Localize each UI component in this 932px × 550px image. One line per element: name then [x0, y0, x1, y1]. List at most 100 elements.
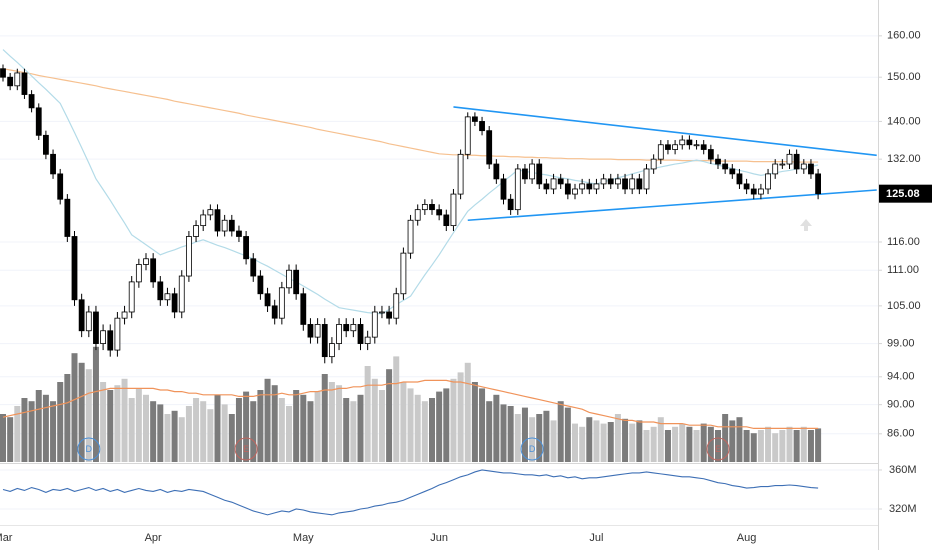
candle-body [808, 163, 814, 175]
candle-body [321, 324, 328, 358]
candle-body [28, 94, 35, 109]
candle-body [286, 269, 292, 289]
candle-body [436, 209, 443, 216]
event-label: E [243, 444, 249, 454]
volume-bar [793, 430, 800, 462]
candle-body [278, 287, 285, 319]
candle-body [479, 121, 485, 132]
y-tick-label: 150.00 [887, 71, 921, 83]
volume-bar [328, 382, 335, 462]
x-tick-label: Mar [0, 532, 13, 544]
volume-bar [421, 401, 428, 462]
volume-bar [400, 382, 407, 462]
candle-body [150, 258, 157, 283]
volume-bar [364, 366, 371, 462]
volume-bar [150, 401, 157, 462]
candle-body [643, 168, 650, 190]
candle-body [143, 258, 149, 265]
volume-bar [64, 374, 71, 462]
volume-bar [607, 422, 614, 462]
candle-layer [0, 64, 821, 364]
candle-body [185, 236, 192, 277]
volume-bar [486, 401, 493, 462]
volume-bar [300, 394, 307, 462]
candle-body [343, 324, 350, 332]
candle-body [665, 144, 671, 150]
candle-body [557, 178, 564, 185]
volume-bar [479, 388, 486, 462]
volume-bar [643, 430, 650, 462]
candle-body [736, 173, 743, 185]
volume-bar [664, 430, 671, 462]
trendline [467, 189, 877, 222]
event-marker [234, 437, 258, 461]
candle-body [700, 144, 707, 150]
volume-bar [228, 414, 235, 462]
volume-bar [600, 423, 607, 462]
candle-body [636, 178, 643, 190]
candle-body [622, 178, 628, 190]
volume-bar [679, 423, 686, 462]
volume-bar [185, 406, 192, 462]
y-tick-label: 132.00 [887, 153, 921, 165]
volume-bar [750, 433, 757, 462]
candle-body [357, 324, 364, 344]
candle-body [543, 183, 550, 190]
volume-bar [57, 382, 64, 462]
volume-bar [135, 388, 142, 462]
candle-body [579, 183, 586, 190]
candle-body [135, 264, 142, 283]
candle-body [522, 168, 528, 180]
last-price-label: 125.08 [886, 188, 920, 200]
volume-bar [736, 417, 743, 462]
volume-bar [221, 404, 228, 462]
candle-body [672, 144, 678, 150]
candle-body [336, 324, 342, 344]
event-marker [77, 437, 101, 461]
moving-average-line [2, 49, 819, 315]
candle-body [193, 225, 199, 237]
candle-body [600, 178, 607, 185]
volume-bar [493, 394, 500, 462]
volume-bar [521, 407, 528, 462]
volume-bar [586, 417, 593, 462]
candle-body [236, 230, 242, 237]
volume-bar [271, 385, 278, 462]
volume-bar [257, 390, 264, 462]
candle-body [400, 252, 407, 295]
volume-bar [178, 417, 185, 462]
candle-body [572, 188, 578, 195]
volume-layer [0, 346, 822, 462]
candle-body [657, 144, 664, 160]
volume-bar [507, 406, 514, 462]
candle-body [743, 183, 750, 190]
volume-bar [7, 417, 14, 462]
volume-bar [293, 390, 300, 462]
volume-bar [650, 426, 657, 462]
volume-bar [786, 426, 793, 462]
volume-bar [92, 346, 99, 462]
volume-bar [386, 369, 393, 462]
candle-body [772, 163, 779, 175]
y-tick-label: 99.00 [887, 337, 915, 349]
volume-bar [729, 420, 736, 462]
candle-body [779, 163, 786, 166]
volume-bar [429, 398, 435, 462]
candle-body [364, 336, 371, 344]
volume-bar [336, 385, 343, 462]
candle-body [407, 219, 414, 254]
volume-bar [243, 391, 250, 462]
volume-bar [42, 394, 49, 462]
candle-body [464, 116, 471, 155]
candle-body [85, 311, 92, 332]
volume-bar [414, 394, 421, 462]
volume-bar [250, 401, 257, 462]
volume-bar [307, 401, 314, 462]
candle-body [650, 158, 657, 170]
volume-bar [686, 426, 693, 462]
volume-bar [693, 430, 700, 462]
candle-body [293, 269, 300, 295]
volume-bar [21, 398, 28, 462]
event-label: E [715, 444, 721, 454]
